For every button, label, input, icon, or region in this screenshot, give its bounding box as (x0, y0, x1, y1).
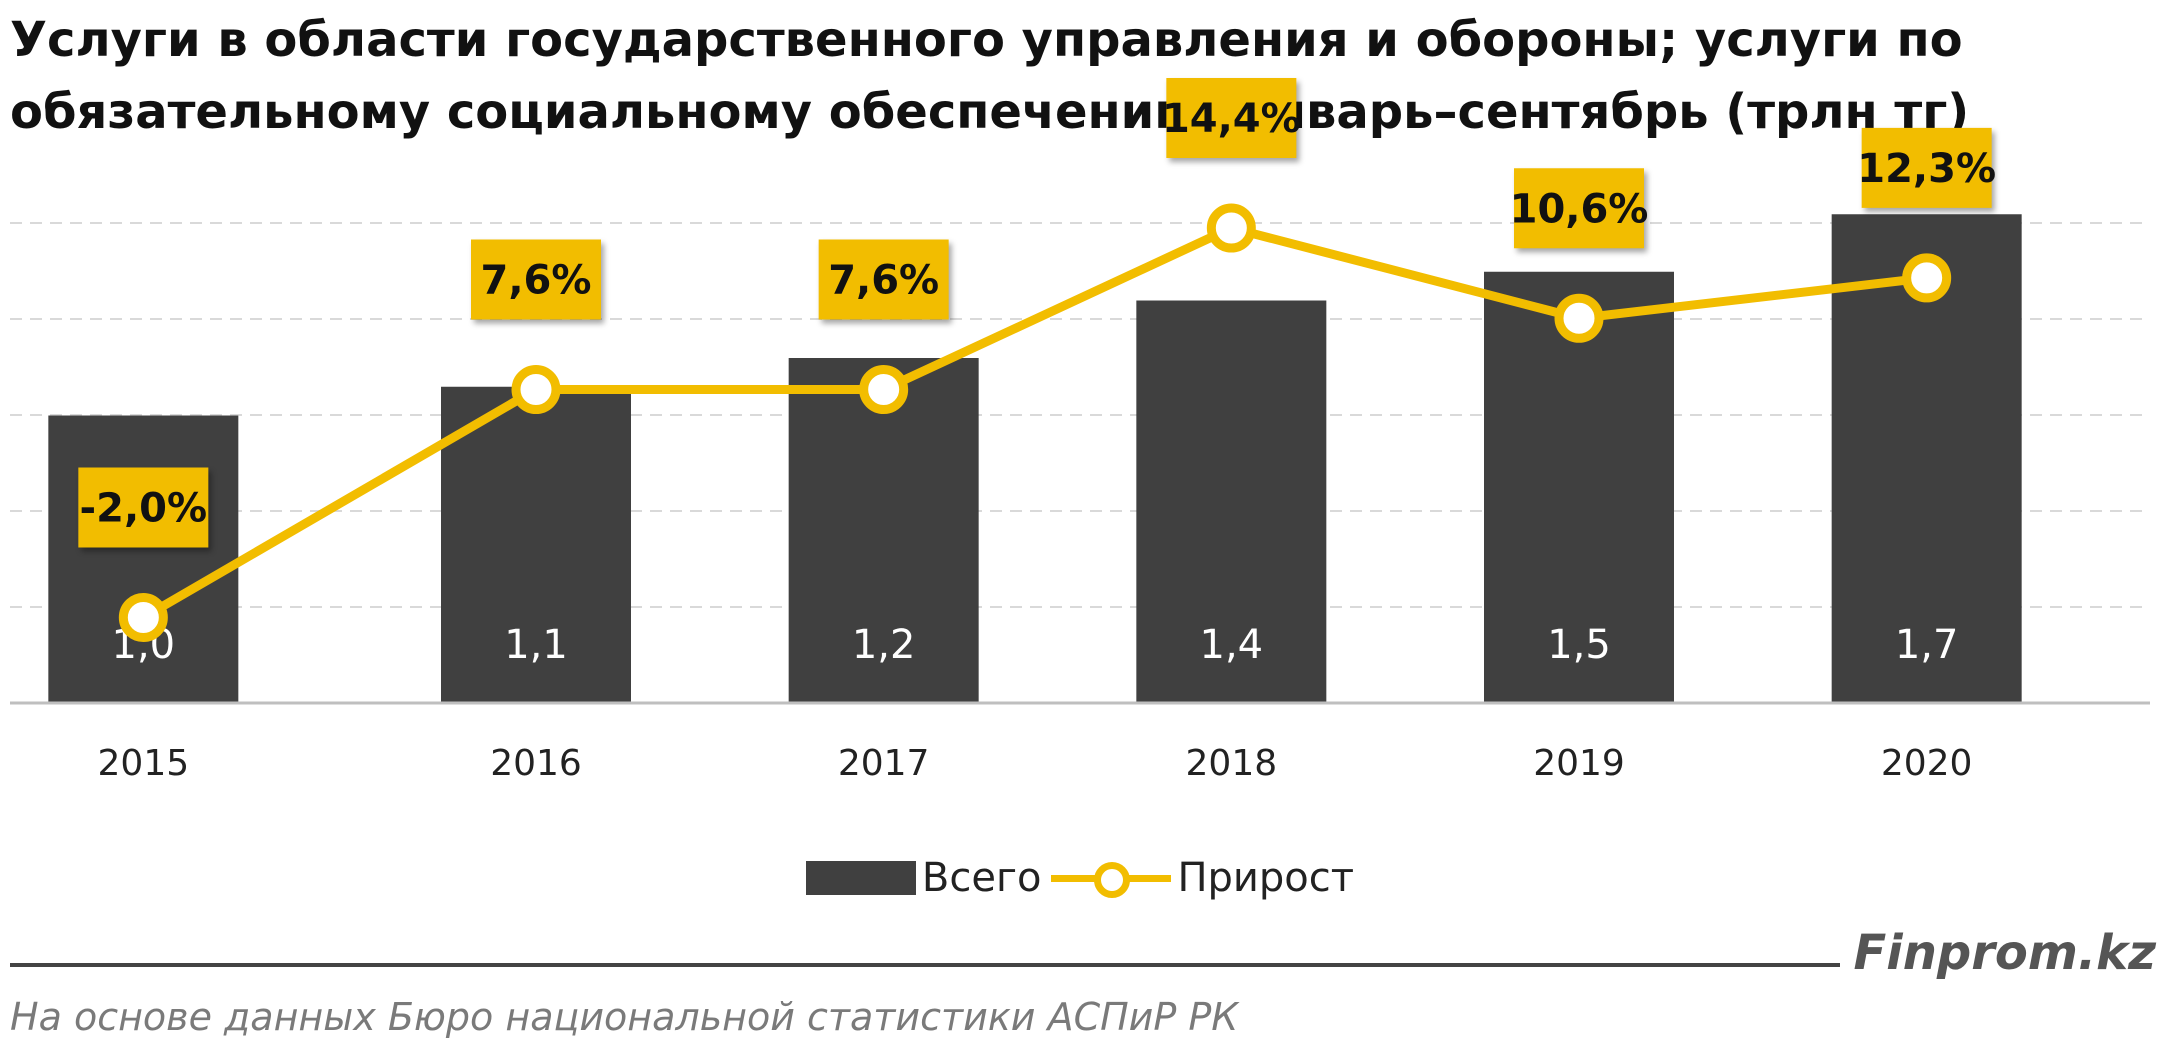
bar-value-label: 1,7 (1895, 622, 1959, 668)
growth-point (1554, 293, 1604, 343)
bar (788, 358, 979, 703)
growth-point (1206, 203, 1256, 253)
growth-point (511, 365, 561, 414)
chart-title-line-1: Услуги в области государственного управл… (10, 12, 1963, 68)
legend-line-swatch (1051, 861, 1172, 898)
legend-item-total: Всего (805, 855, 1042, 901)
growth-point (1902, 253, 1952, 303)
brand-logo-text: Finprom.kz (1853, 925, 2156, 981)
growth-label-box (471, 239, 601, 320)
x-tick-label: 2017 (838, 743, 930, 784)
x-tick-label: 2015 (98, 743, 190, 784)
x-tick-label: 2020 (1881, 743, 1973, 784)
growth-label-box (1166, 78, 1297, 158)
growth-point (859, 365, 909, 414)
bar (1136, 300, 1327, 703)
growth-value-label: -2,0% (80, 486, 208, 532)
chart-title: Услуги в области государственного управл… (10, 4, 2150, 148)
bar (441, 386, 631, 703)
bar (48, 415, 239, 703)
growth-line (141, 223, 1928, 622)
growth-value-label: 14,4% (1162, 96, 1301, 142)
chart-legend: Всего Прирост (0, 848, 2160, 908)
legend-label-growth: Прирост (1177, 855, 1355, 901)
legend-label-total: Всего (921, 855, 1042, 901)
bar (1484, 271, 1674, 703)
growth-value-label: 10,6% (1510, 186, 1649, 232)
bar-value-label: 1,5 (1547, 622, 1611, 668)
source-note: На основе данных Бюро национальной стати… (10, 995, 1239, 1039)
growth-label-box (1861, 127, 1992, 208)
bar-value-label: 1,2 (852, 622, 916, 668)
footer-divider (10, 963, 1840, 967)
legend-bar-swatch (805, 861, 916, 895)
growth-label-box (78, 467, 209, 548)
growth-label-box (818, 239, 949, 320)
chart-title-line-2: обязательному социальному обеспечению. Я… (10, 84, 1970, 140)
bar-value-label: 1,4 (1200, 622, 1264, 668)
x-tick-label: 2018 (1186, 743, 1278, 784)
growth-value-label: 12,3% (1857, 146, 1996, 192)
x-tick-label: 2016 (490, 743, 582, 784)
growth-value-label: 7,6% (828, 258, 939, 304)
growth-point (118, 593, 168, 642)
x-tick-label: 2019 (1533, 743, 1625, 784)
legend-item-growth: Прирост (1051, 855, 1354, 901)
bar-value-label: 1,1 (504, 622, 568, 668)
growth-value-label: 7,6% (481, 258, 592, 304)
growth-label-box (1514, 168, 1644, 249)
